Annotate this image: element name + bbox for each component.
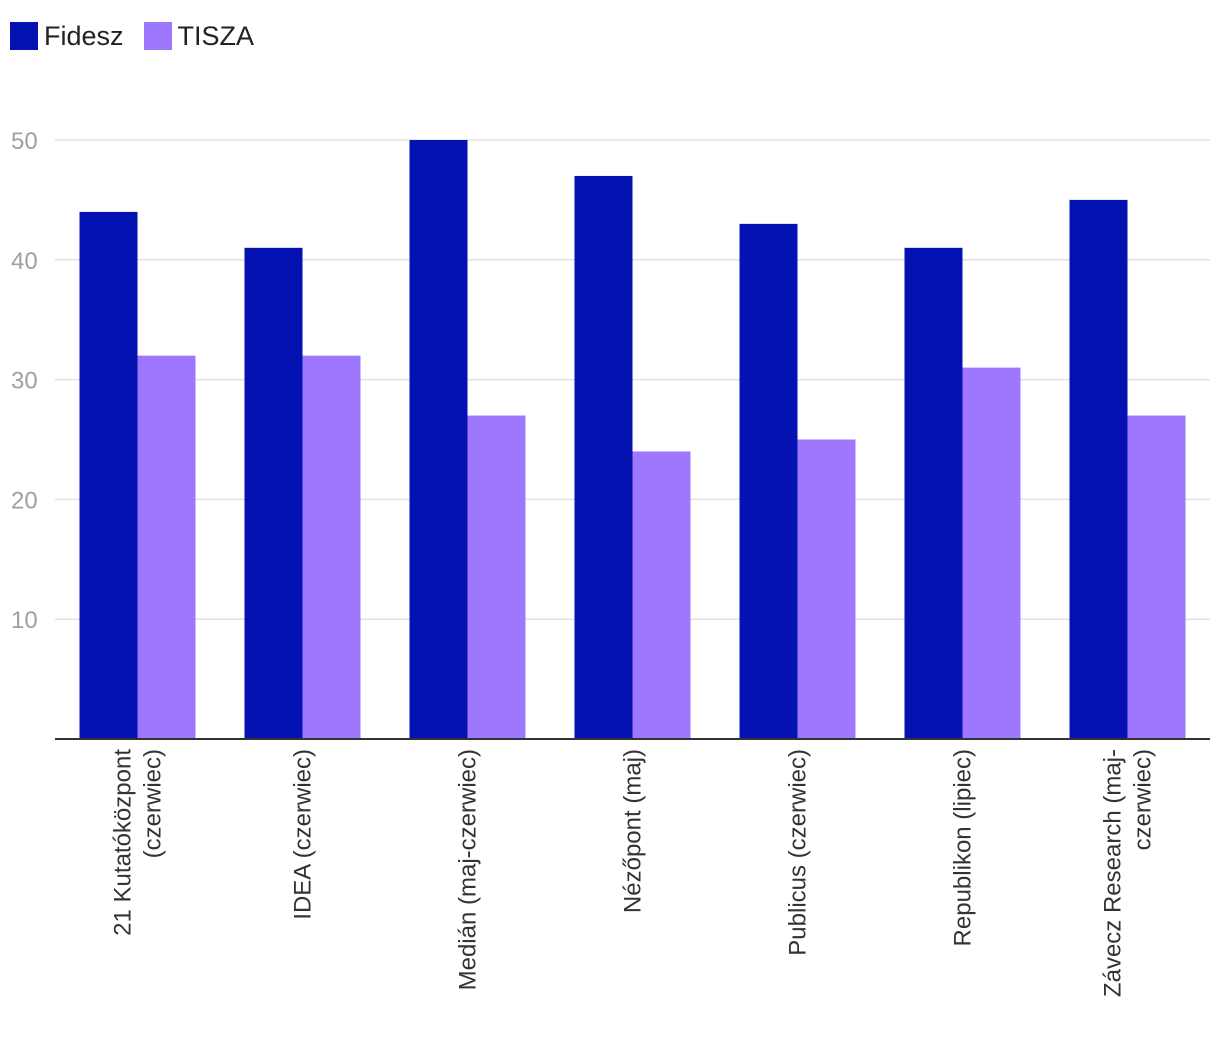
bar-tisza-4[interactable] (797, 439, 856, 740)
bar-fidesz-4[interactable] (739, 223, 798, 740)
y-tick-label: 10 (11, 607, 38, 634)
x-category-text: (czerwiec) (140, 749, 167, 858)
y-tick-label: 50 (11, 128, 38, 155)
x-category-text: Nézőpont (maj) (620, 749, 647, 913)
bar-tisza-0[interactable] (137, 355, 196, 739)
legend: Fidesz TISZA (10, 20, 274, 52)
legend-item-tisza[interactable]: TISZA (143, 20, 255, 52)
x-category-text: Republikon (lipiec) (950, 749, 977, 946)
x-category-text: Publicus (czerwiec) (785, 749, 812, 956)
bar-fidesz-6[interactable] (1069, 199, 1128, 739)
y-tick-label: 40 (11, 248, 38, 275)
x-category-label-3: Nézőpont (maj) (620, 749, 647, 913)
x-category-text: Závecz Research (maj- (1100, 749, 1127, 997)
bar-tisza-2[interactable] (467, 415, 526, 739)
bar-fidesz-1[interactable] (244, 247, 303, 739)
bar-fidesz-3[interactable] (574, 175, 633, 739)
bar-tisza-6[interactable] (1127, 415, 1186, 739)
x-category-label-0: 21 Kutatóközpont (czerwiec) (110, 749, 167, 936)
x-category-text: czerwiec) (1130, 749, 1157, 850)
y-axis-ticks: 10 20 30 40 50 (11, 128, 38, 634)
y-tick-label: 30 (11, 368, 38, 395)
x-category-label-4: Publicus (czerwiec) (785, 749, 812, 956)
bars (79, 140, 1186, 740)
legend-swatch-fidesz (10, 22, 38, 50)
bar-fidesz-2[interactable] (409, 140, 468, 739)
x-category-label-6: Závecz Research (maj-czerwiec) (1100, 749, 1157, 997)
bar-fidesz-0[interactable] (79, 211, 138, 739)
legend-swatch-tisza (143, 22, 172, 50)
x-category-text: Medián (maj-czerwiec) (455, 749, 482, 990)
x-category-text: IDEA (czerwiec) (290, 749, 317, 920)
legend-item-fidesz[interactable]: Fidesz (10, 21, 124, 52)
bar-tisza-1[interactable] (302, 355, 361, 739)
legend-label-fidesz: Fidesz (44, 20, 124, 51)
x-category-label-1: IDEA (czerwiec) (290, 749, 317, 920)
x-category-label-5: Republikon (lipiec) (950, 749, 977, 946)
bar-tisza-5[interactable] (962, 367, 1021, 739)
legend-label-tisza: TISZA (177, 20, 255, 51)
x-category-label-2: Medián (maj-czerwiec) (455, 749, 482, 990)
x-category-text: 21 Kutatóközpont (110, 749, 137, 936)
bar-fidesz-5[interactable] (904, 247, 963, 739)
bar-tisza-3[interactable] (632, 451, 691, 739)
y-tick-label: 20 (11, 487, 38, 514)
x-axis-categories: 21 Kutatóközpont (czerwiec) IDEA (czerwiec… (110, 749, 1157, 997)
